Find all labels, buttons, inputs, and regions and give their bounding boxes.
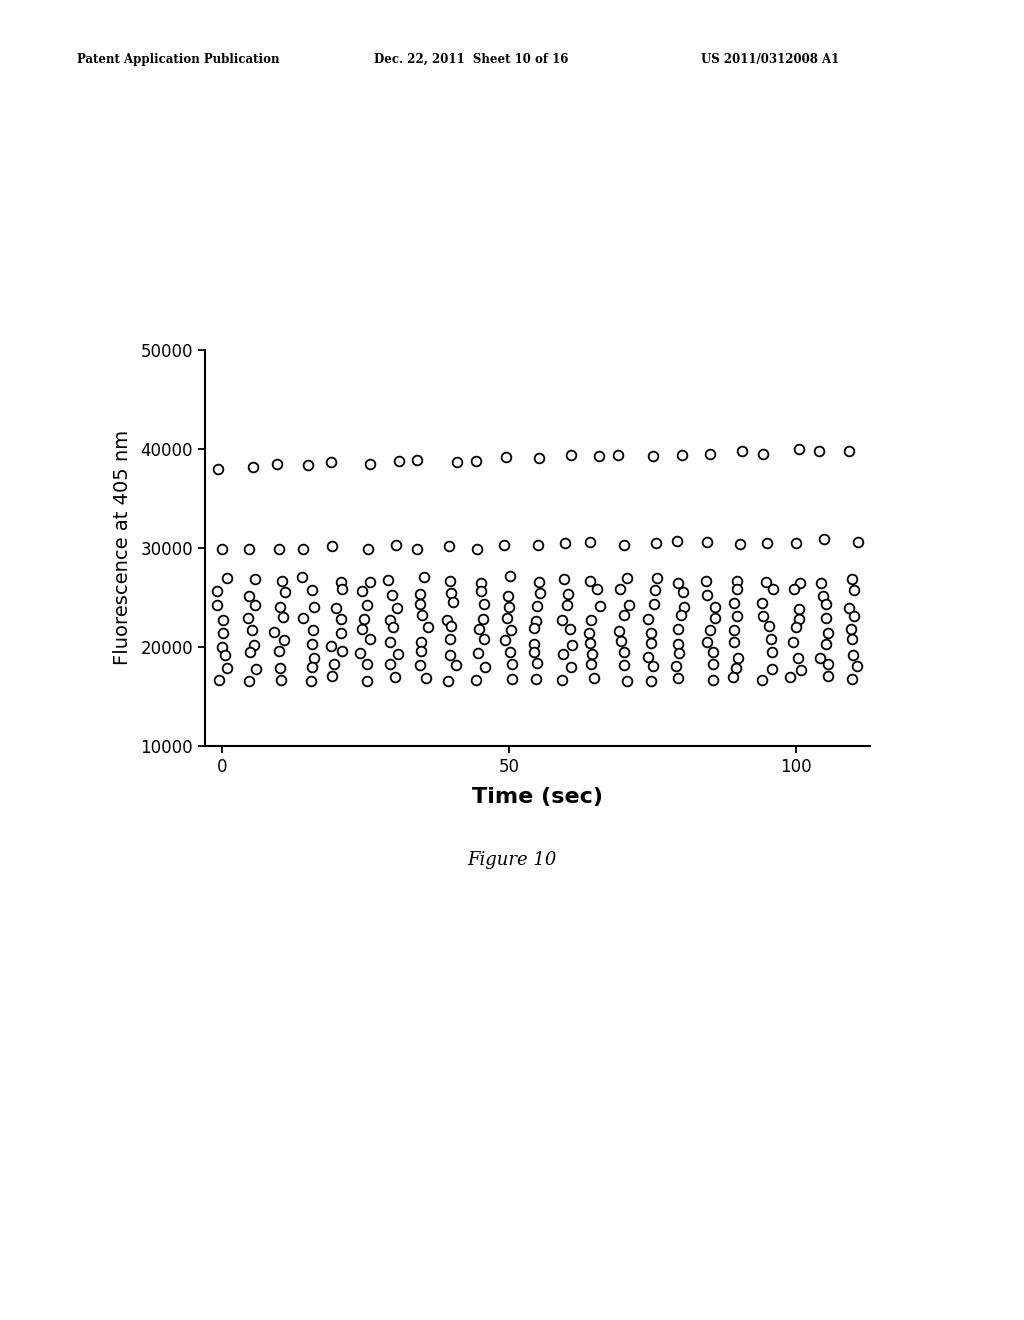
Text: Dec. 22, 2011  Sheet 10 of 16: Dec. 22, 2011 Sheet 10 of 16 xyxy=(374,53,568,66)
Y-axis label: Fluorescence at 405 nm: Fluorescence at 405 nm xyxy=(113,430,132,665)
X-axis label: Time (sec): Time (sec) xyxy=(472,787,603,807)
Text: Patent Application Publication: Patent Application Publication xyxy=(77,53,280,66)
Text: US 2011/0312008 A1: US 2011/0312008 A1 xyxy=(701,53,840,66)
Text: Figure 10: Figure 10 xyxy=(467,851,557,870)
